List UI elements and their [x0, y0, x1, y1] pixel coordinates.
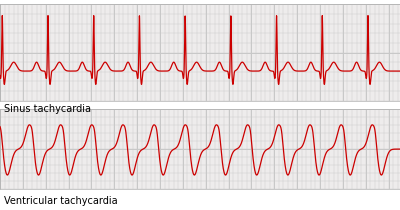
Text: Ventricular tachycardia: Ventricular tachycardia [4, 196, 118, 206]
Text: Sinus tachycardia: Sinus tachycardia [4, 104, 91, 114]
